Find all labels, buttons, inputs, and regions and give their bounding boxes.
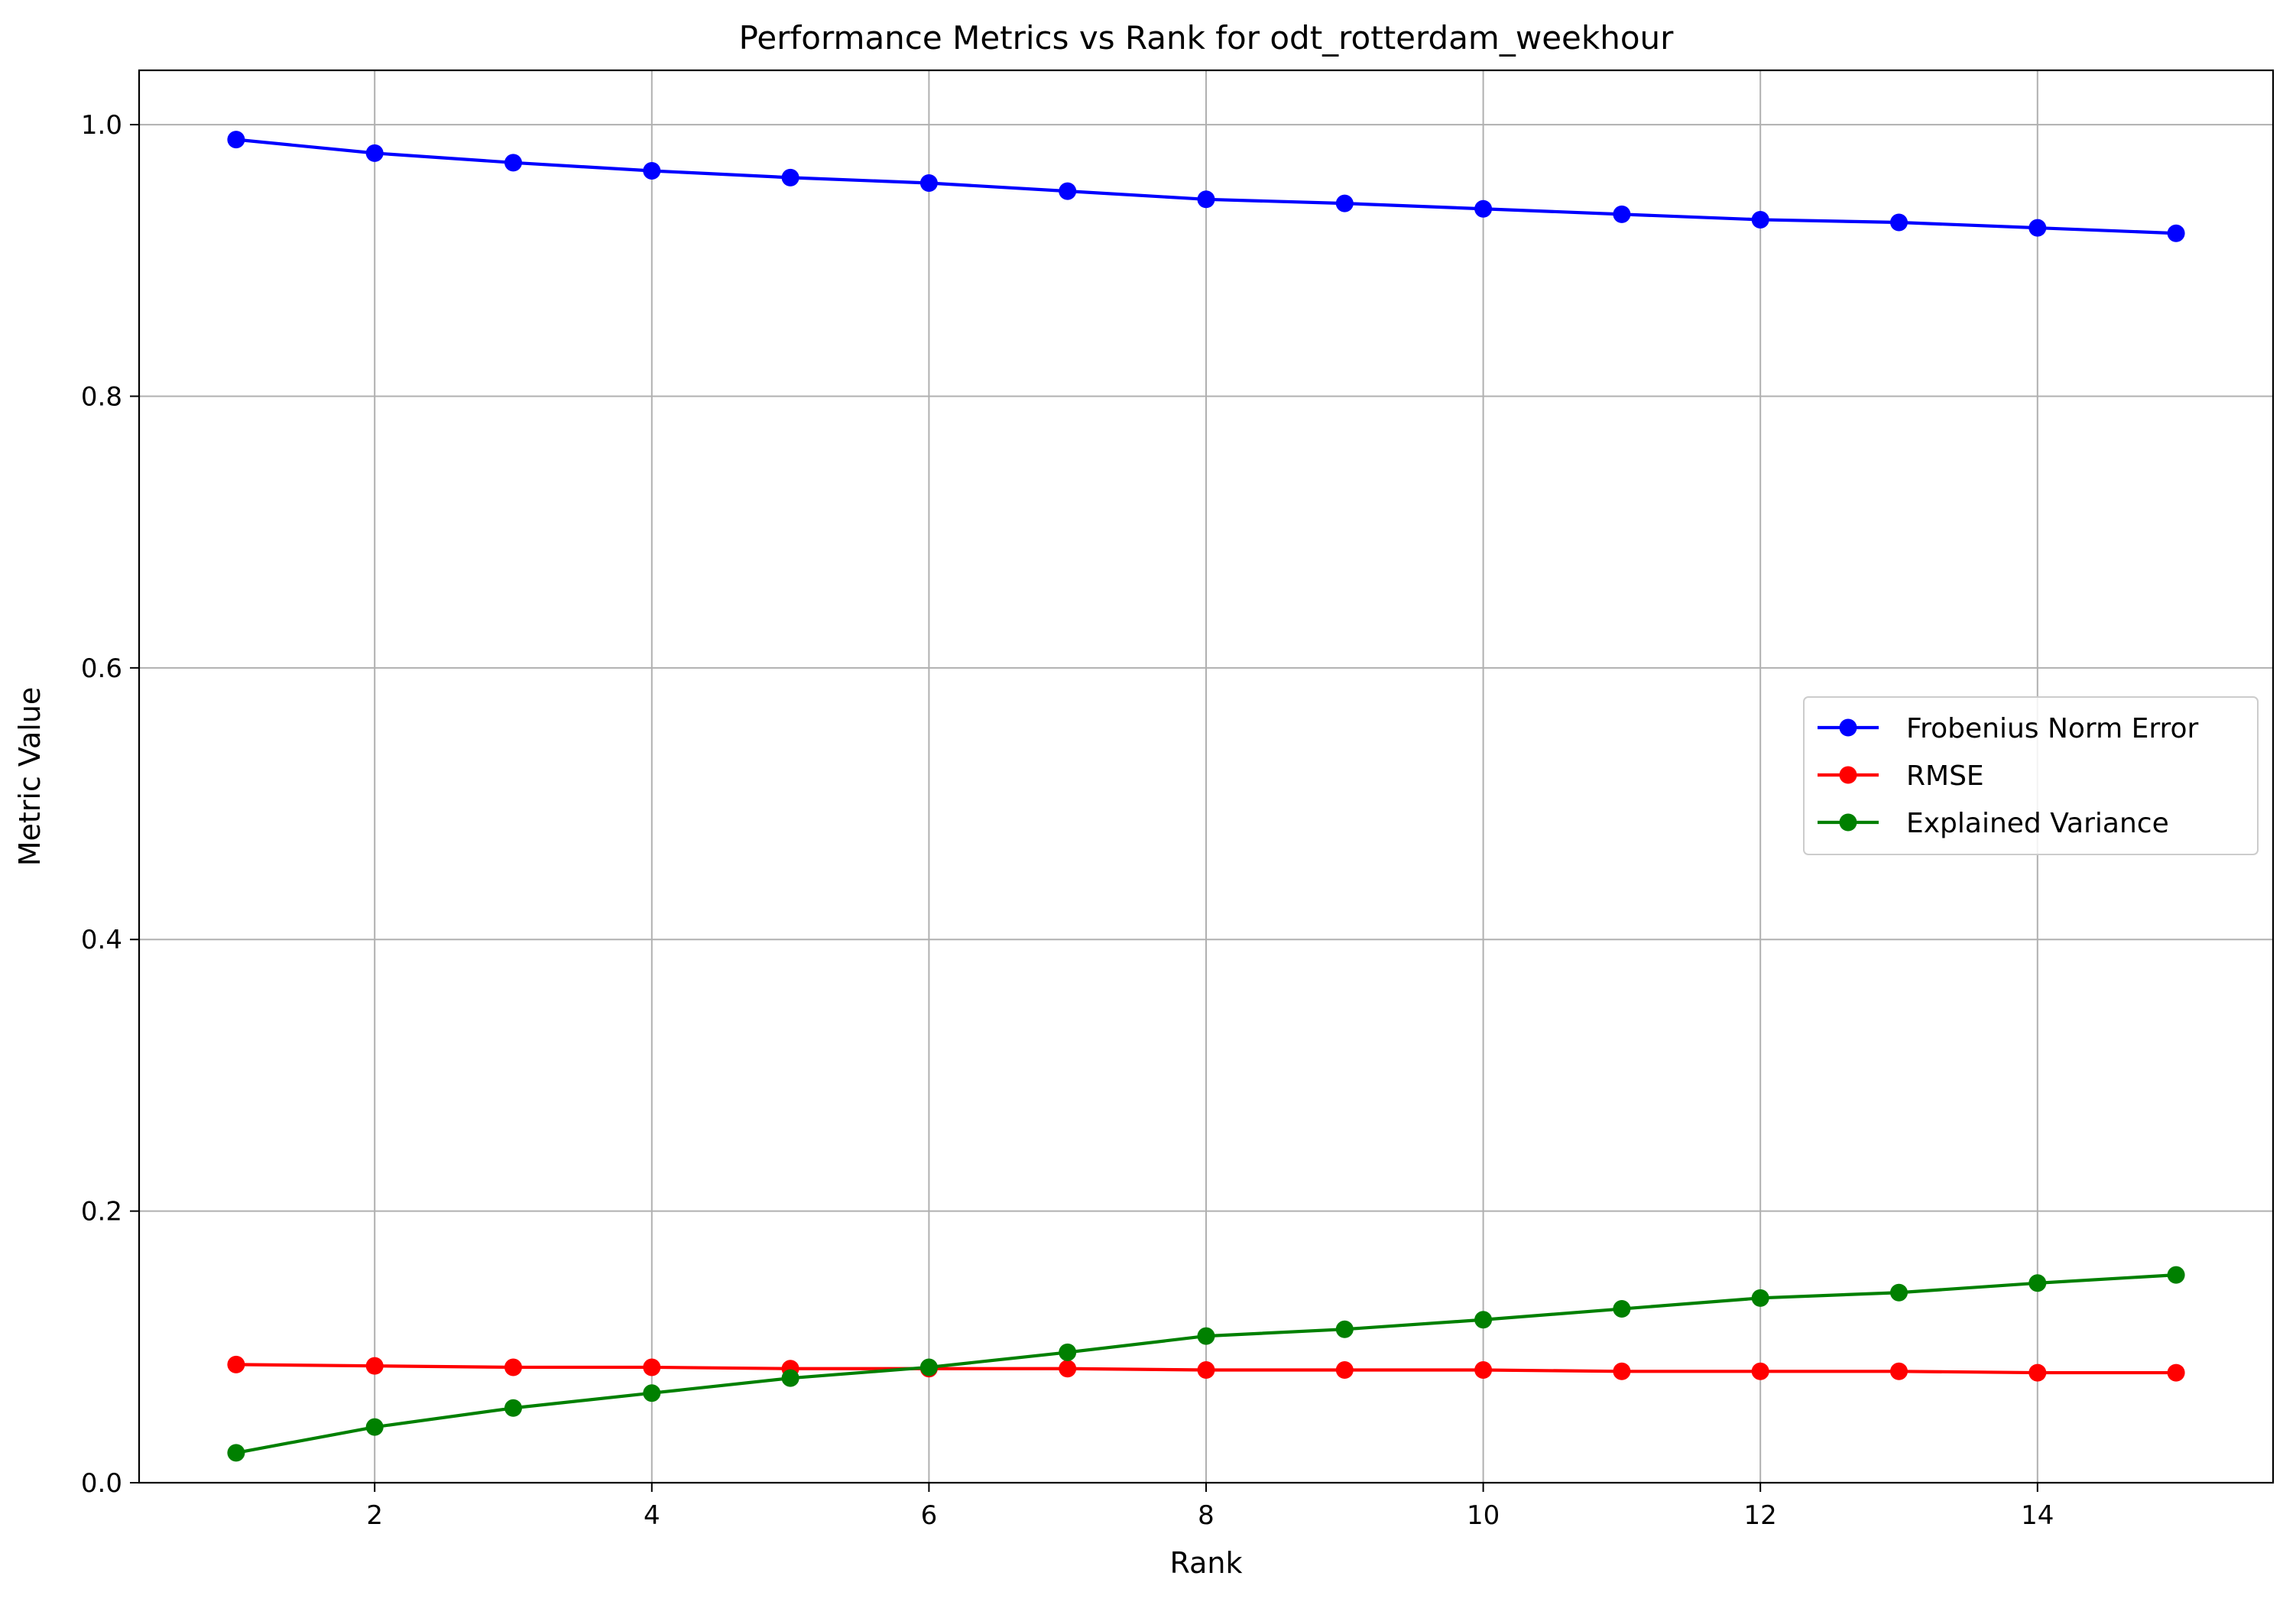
data-point bbox=[1889, 1362, 1908, 1380]
x-tick-label: 12 bbox=[1744, 1500, 1777, 1531]
legend-label: Explained Variance bbox=[1906, 808, 2169, 839]
x-tick-label: 4 bbox=[644, 1500, 660, 1531]
data-point bbox=[2028, 1274, 2047, 1292]
legend-label: Frobenius Norm Error bbox=[1906, 713, 2199, 744]
legend-box bbox=[1803, 696, 2259, 855]
data-point bbox=[919, 173, 938, 192]
y-tick-label: 0.4 bbox=[81, 925, 122, 955]
data-point bbox=[919, 1358, 938, 1376]
data-point bbox=[504, 154, 523, 172]
y-tick-label: 0.0 bbox=[81, 1468, 122, 1499]
data-point bbox=[1889, 213, 1908, 232]
data-point bbox=[504, 1399, 523, 1417]
data-point bbox=[1197, 1361, 1215, 1380]
data-point bbox=[1751, 1362, 1769, 1380]
y-tick-label: 0.6 bbox=[81, 653, 122, 684]
x-axis-label: Rank bbox=[1170, 1546, 1243, 1580]
data-point bbox=[643, 1358, 661, 1376]
series-explained-variance bbox=[227, 1266, 2185, 1462]
data-point bbox=[1059, 182, 1077, 200]
data-point bbox=[781, 1369, 799, 1387]
data-point bbox=[643, 161, 661, 180]
data-point bbox=[781, 168, 799, 186]
y-axis-label: Metric Value bbox=[13, 687, 47, 867]
x-tick-label: 14 bbox=[2021, 1500, 2054, 1531]
data-point bbox=[2028, 219, 2047, 237]
data-point bbox=[643, 1384, 661, 1402]
x-tick-label: 8 bbox=[1198, 1500, 1214, 1531]
data-point bbox=[1613, 205, 1631, 223]
data-point bbox=[2167, 1363, 2185, 1382]
data-point bbox=[1613, 1300, 1631, 1318]
data-point bbox=[1335, 1361, 1354, 1380]
legend-marker bbox=[1839, 766, 1857, 784]
series-layer bbox=[227, 131, 2185, 1462]
series-rmse bbox=[227, 1355, 2185, 1382]
legend-item: Frobenius Norm Error bbox=[1818, 713, 2199, 744]
x-tick-label: 10 bbox=[1467, 1500, 1500, 1531]
data-point bbox=[1197, 190, 1215, 209]
legend-item: RMSE bbox=[1818, 760, 1984, 792]
data-point bbox=[365, 1418, 384, 1436]
data-point bbox=[1474, 199, 1493, 218]
data-point bbox=[227, 131, 245, 149]
series-frobenius-norm-error bbox=[227, 131, 2185, 242]
data-point bbox=[1613, 1362, 1631, 1380]
data-point bbox=[1197, 1327, 1215, 1345]
legend-marker bbox=[1839, 813, 1857, 832]
data-point bbox=[1751, 1289, 1769, 1307]
data-point bbox=[504, 1358, 523, 1376]
data-point bbox=[365, 144, 384, 162]
data-point bbox=[2167, 224, 2185, 242]
x-tick-label: 6 bbox=[921, 1500, 938, 1531]
data-point bbox=[1474, 1311, 1493, 1329]
legend-label: RMSE bbox=[1906, 760, 1984, 792]
data-point bbox=[1059, 1343, 1077, 1361]
legend: Frobenius Norm Error RMSE Explained Varian… bbox=[1803, 696, 2259, 855]
y-tick-label: 0.2 bbox=[81, 1197, 122, 1227]
data-point bbox=[227, 1355, 245, 1373]
data-point bbox=[1474, 1361, 1493, 1380]
legend-item: Explained Variance bbox=[1818, 808, 2169, 839]
data-point bbox=[2167, 1266, 2185, 1284]
ticks: 2 4 6 8 10 12 14 0.0 0.2 0.4 0.6 0.8 1.0 bbox=[81, 110, 2054, 1531]
legend-marker bbox=[1839, 718, 1857, 737]
data-point bbox=[1751, 210, 1769, 229]
data-point bbox=[1335, 1320, 1354, 1338]
y-tick-label: 0.8 bbox=[81, 381, 122, 412]
chart-title: Performance Metrics vs Rank for odt_rott… bbox=[739, 19, 1675, 57]
data-point bbox=[227, 1444, 245, 1462]
y-tick-label: 1.0 bbox=[81, 110, 122, 141]
data-point bbox=[2028, 1363, 2047, 1382]
data-point bbox=[1889, 1283, 1908, 1302]
x-tick-label: 2 bbox=[366, 1500, 383, 1531]
data-point bbox=[1059, 1360, 1077, 1378]
data-point bbox=[365, 1357, 384, 1375]
data-point bbox=[1335, 194, 1354, 212]
